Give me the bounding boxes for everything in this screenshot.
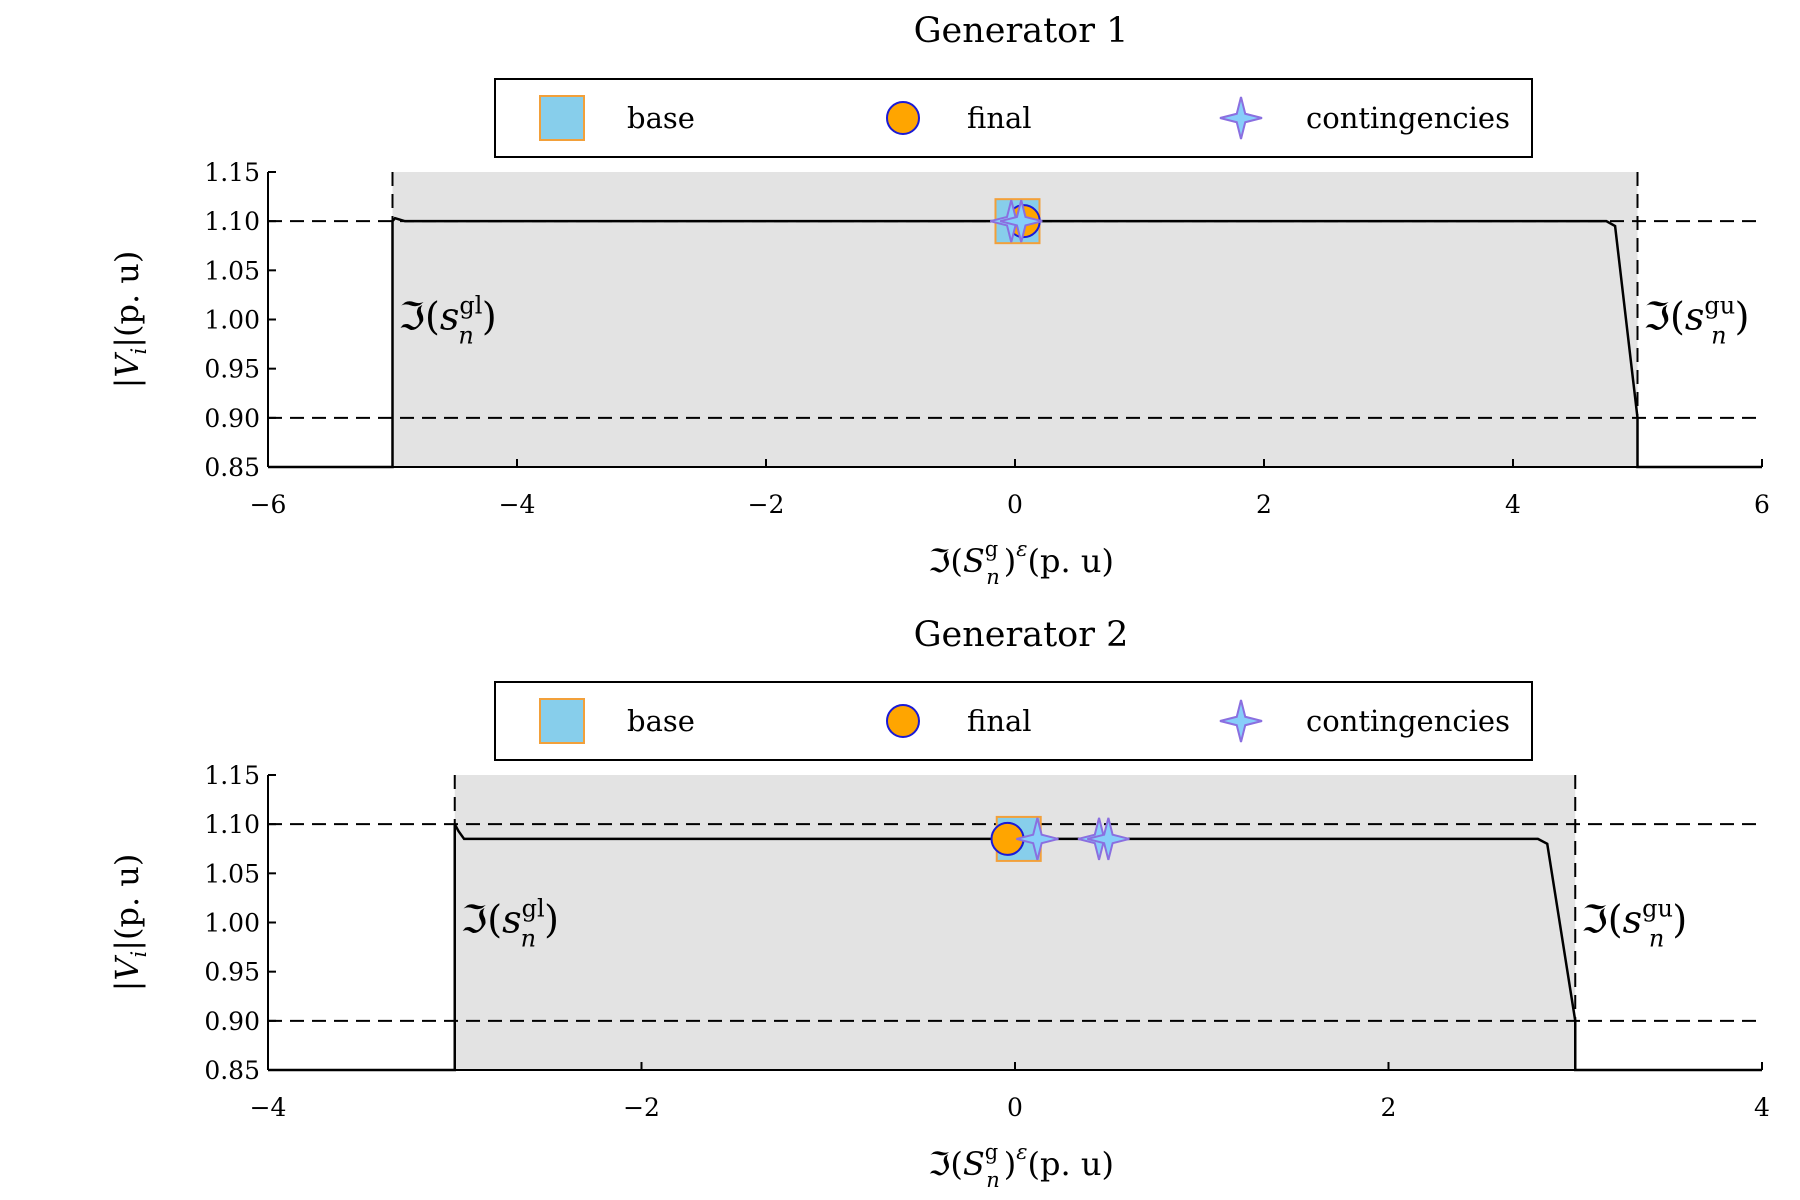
y-tick-label: 1.05 <box>204 859 260 888</box>
x-tick-label: −4 <box>250 1093 287 1122</box>
x-tick-label: 0 <box>1007 490 1023 519</box>
x-tick-label: −4 <box>499 490 536 519</box>
contingencies-marker <box>999 199 1043 243</box>
chart-panel-2: Generator 2 −4 −2 0 2 4 0.85 0.90 0.95 1.00 1.05 1.… <box>108 615 1770 1192</box>
x-tick-label: 2 <box>1256 490 1272 519</box>
legend-circle-marker-icon <box>886 704 920 738</box>
y-tick-label: 1.05 <box>204 256 260 285</box>
contingencies-marker <box>1087 817 1130 861</box>
x-axis-label: ℑ(Sg n)ε(p. u) <box>928 1140 1114 1192</box>
legend-label-base: base <box>627 704 695 738</box>
legend-label-base: base <box>627 101 695 135</box>
chart-title: Generator 1 <box>914 11 1129 51</box>
y-tick-label: 0.90 <box>204 1007 260 1036</box>
legend-label-final: final <box>967 704 1032 738</box>
y-tick-label: 1.15 <box>204 158 260 187</box>
legend-label-final: final <box>967 101 1032 135</box>
x-tick-label: 0 <box>1007 1093 1023 1122</box>
y-tick-label: 0.95 <box>204 355 260 384</box>
x-tick-label: 4 <box>1505 490 1521 519</box>
y-tick-label: 1.15 <box>204 761 260 790</box>
y-tick-label: 1.10 <box>204 207 260 236</box>
y-axis-label-text: |Vi|(p. u) <box>108 854 151 992</box>
legend-four-point-star-icon <box>1219 699 1263 743</box>
legend-circle-marker-icon <box>886 101 920 135</box>
y-tick-label: 1.00 <box>204 306 260 335</box>
y-tick-label: 0.85 <box>204 1056 260 1085</box>
y-axis-label: |Vi|(p. u) <box>108 251 151 389</box>
contingencies-marker <box>1016 817 1059 861</box>
y-axis-label: |Vi|(p. u) <box>108 854 151 992</box>
y-axis-label-text: |Vi|(p. u) <box>108 251 151 389</box>
y-tick-label: 0.95 <box>204 958 260 987</box>
legend-square-marker-icon <box>539 95 585 141</box>
legend-square-marker-icon <box>539 698 585 744</box>
legend-box <box>494 78 1533 158</box>
y-tick-label: 1.10 <box>204 810 260 839</box>
y-tick-label: 1.00 <box>204 909 260 938</box>
legend-label-contingencies: contingencies <box>1306 704 1510 738</box>
chart-title: Generator 2 <box>914 615 1129 655</box>
legend-label-contingencies: contingencies <box>1306 101 1510 135</box>
x-tick-label: 2 <box>1381 1093 1397 1122</box>
legend-four-point-star-icon <box>1219 96 1263 140</box>
y-tick-label: 0.85 <box>204 453 260 482</box>
x-tick-label: −2 <box>623 1093 660 1122</box>
upper-bound-label: ℑ(sgu n) <box>1581 895 1687 953</box>
x-tick-label: 6 <box>1754 490 1770 519</box>
upper-bound-label: ℑ(sgu n) <box>1644 292 1750 350</box>
x-tick-label: 4 <box>1754 1093 1770 1122</box>
x-axis-label: ℑ(Sg n)ε(p. u) <box>928 537 1114 589</box>
x-tick-label: −2 <box>748 490 785 519</box>
legend-box <box>494 681 1533 761</box>
chart-panel-1: Generator 1 −6 −4 −2 0 2 4 6 0.85 0.90 0.95 1.00 1.0… <box>108 11 1770 589</box>
lower-bound-label: ℑ(sgl n) <box>461 895 559 953</box>
y-tick-label: 0.90 <box>204 404 260 433</box>
lower-bound-label: ℑ(sgl n) <box>399 292 497 350</box>
x-tick-label: −6 <box>250 490 287 519</box>
